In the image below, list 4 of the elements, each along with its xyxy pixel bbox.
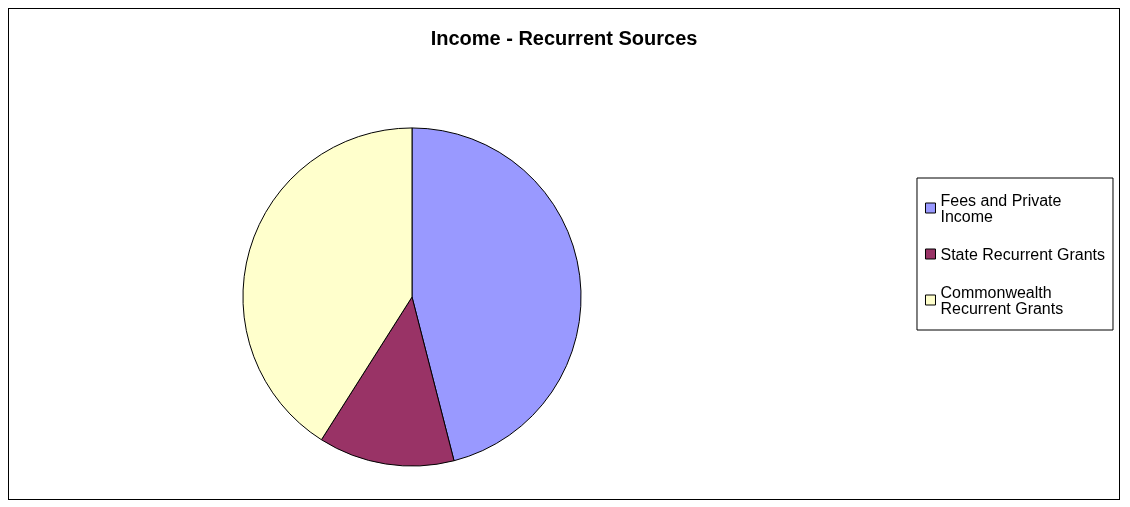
legend-label: Commonwealth Recurrent Grants	[940, 283, 1064, 317]
legend-label: Fees and Private Income	[940, 191, 1066, 225]
chart-title: Income - Recurrent Sources	[430, 27, 698, 49]
legend-label: State Recurrent Grants	[940, 245, 1105, 263]
